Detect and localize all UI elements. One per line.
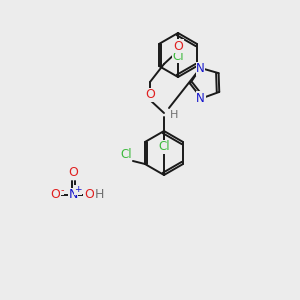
Text: Cl: Cl	[120, 148, 132, 160]
Text: O: O	[84, 188, 94, 202]
Text: N: N	[68, 188, 78, 202]
Text: O: O	[50, 188, 60, 202]
Text: Cl: Cl	[172, 50, 184, 62]
Text: -: -	[60, 185, 64, 195]
Text: +: +	[74, 185, 82, 194]
Text: N: N	[196, 62, 205, 76]
Text: O: O	[68, 167, 78, 179]
Text: H: H	[170, 110, 178, 120]
Text: Cl: Cl	[158, 140, 170, 154]
Text: N: N	[196, 92, 205, 105]
Text: O: O	[173, 40, 183, 52]
Text: O: O	[145, 88, 155, 101]
Text: H: H	[94, 188, 104, 202]
